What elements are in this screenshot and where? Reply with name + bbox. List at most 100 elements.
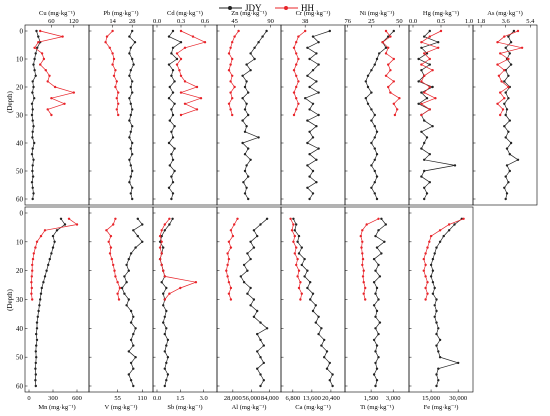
axis-label-cu: Cu (mg·kg⁻¹) — [39, 10, 75, 17]
point-jdy-ti-3 — [374, 234, 377, 238]
point-jdy-pb-13 — [129, 102, 132, 106]
point-hh-v-5 — [109, 246, 113, 249]
point-jdy-as-21 — [505, 147, 509, 150]
point-hh-cu-1 — [61, 35, 64, 38]
point-jdy-cr-22 — [308, 153, 311, 156]
point-jdy-pb-2 — [133, 41, 137, 44]
point-jdy-cr-4 — [315, 52, 318, 55]
point-hh-cd-9 — [183, 80, 187, 83]
point-jdy-v-5 — [134, 246, 137, 249]
x-tick-label-cr-38: 38 — [302, 18, 309, 25]
point-hh-hg-8 — [423, 74, 426, 78]
point-hh-cr-3 — [292, 46, 296, 49]
point-jdy-zn-24 — [245, 164, 248, 167]
point-hh-as-4 — [499, 52, 502, 55]
point-jdy-hg-9 — [417, 80, 420, 83]
point-hh-ca-5 — [295, 246, 298, 249]
point-jdy-al-13 — [246, 292, 249, 295]
point-jdy-mn-13 — [39, 292, 43, 295]
point-jdy-ca-4 — [296, 240, 299, 243]
point-jdy-zn-5 — [253, 57, 256, 61]
point-hh-cu-2 — [37, 41, 40, 44]
point-hh-mn-2 — [43, 229, 47, 232]
point-jdy-cd-28 — [167, 186, 171, 189]
point-jdy-fe-10 — [429, 275, 433, 278]
point-hh-sb-11 — [194, 281, 198, 284]
point-hh-ni-4 — [384, 52, 388, 55]
x-tick-label-v-55: 55 — [114, 395, 121, 402]
point-hh-mn-0 — [67, 217, 71, 220]
point-jdy-mn-25 — [34, 361, 37, 365]
point-hh-zn-9 — [229, 80, 232, 83]
depth-tick-label-0-40: 40 — [16, 140, 24, 148]
point-jdy-ti-29 — [374, 384, 377, 388]
point-hh-sb-14 — [163, 298, 166, 301]
point-jdy-ca-11 — [309, 281, 312, 284]
point-jdy-as-14 — [505, 108, 509, 111]
point-hh-ni-5 — [392, 57, 395, 61]
point-hh-fe-0 — [462, 217, 465, 220]
point-jdy-cd-30 — [170, 197, 173, 201]
point-hh-ca-9 — [297, 269, 301, 272]
point-jdy-cu-19 — [31, 136, 34, 139]
point-jdy-zn-18 — [243, 130, 247, 133]
panel-frame-ni — [344, 24, 410, 206]
point-hh-cu-9 — [46, 80, 49, 83]
point-hh-ti-6 — [361, 252, 364, 255]
point-jdy-sb-24 — [166, 356, 170, 359]
point-jdy-zn-7 — [249, 69, 252, 72]
point-hh-ni-15 — [393, 113, 397, 117]
point-jdy-pb-1 — [128, 35, 131, 38]
point-jdy-cd-16 — [168, 119, 171, 122]
point-jdy-al-27 — [259, 373, 262, 376]
point-jdy-hg-3 — [420, 46, 423, 49]
point-jdy-fe-29 — [435, 384, 438, 388]
point-jdy-v-12 — [120, 286, 124, 290]
point-jdy-cd-21 — [173, 147, 176, 150]
axis-label-pb: Pb (mg·kg⁻¹) — [103, 10, 138, 17]
point-hh-fe-14 — [424, 298, 427, 301]
point-jdy-ca-8 — [300, 263, 303, 267]
point-jdy-mn-28 — [34, 379, 37, 382]
point-jdy-pb-22 — [131, 153, 134, 156]
point-hh-hg-13 — [420, 102, 423, 106]
point-jdy-ni-0 — [392, 29, 395, 33]
point-hh-as-3 — [520, 46, 524, 49]
axis-label-ni: Ni (mg·kg⁻¹) — [360, 10, 395, 17]
point-jdy-v-15 — [125, 304, 128, 307]
point-jdy-as-11 — [504, 91, 507, 94]
point-hh-as-5 — [507, 57, 510, 61]
depth-tick-label-0-10: 10 — [16, 56, 24, 64]
point-jdy-cr-30 — [308, 197, 311, 201]
point-jdy-v-16 — [129, 309, 133, 313]
x-tick-label-mn-300: 300 — [48, 395, 58, 402]
point-jdy-pb-20 — [131, 141, 134, 145]
point-jdy-hg-6 — [428, 63, 431, 66]
point-jdy-ti-27 — [372, 373, 376, 376]
point-jdy-v-1 — [141, 223, 144, 226]
point-hh-v-2 — [105, 229, 108, 232]
point-jdy-cd-29 — [171, 192, 175, 195]
x-tick-label-ca-13600: 13,600 — [303, 395, 321, 402]
point-jdy-ni-30 — [375, 197, 379, 201]
point-jdy-ni-22 — [375, 153, 379, 156]
point-jdy-ti-15 — [372, 304, 376, 307]
point-jdy-cu-12 — [33, 97, 36, 100]
point-hh-zn-7 — [227, 69, 231, 72]
point-hh-zn-11 — [229, 91, 232, 94]
point-jdy-fe-5 — [435, 246, 438, 249]
point-jdy-pb-27 — [128, 181, 131, 184]
point-jdy-ti-2 — [377, 229, 380, 232]
point-hh-cd-3 — [183, 46, 187, 49]
point-jdy-ti-26 — [375, 367, 379, 370]
point-jdy-al-6 — [246, 252, 249, 255]
point-jdy-ti-8 — [377, 263, 380, 267]
point-jdy-as-23 — [516, 158, 520, 161]
point-jdy-ti-7 — [372, 257, 376, 261]
point-jdy-fe-1 — [453, 223, 456, 226]
depth-tick-label-1-40: 40 — [16, 325, 24, 333]
point-hh-ca-3 — [293, 234, 296, 238]
point-jdy-ni-14 — [370, 108, 373, 111]
point-jdy-ca-14 — [309, 298, 312, 301]
